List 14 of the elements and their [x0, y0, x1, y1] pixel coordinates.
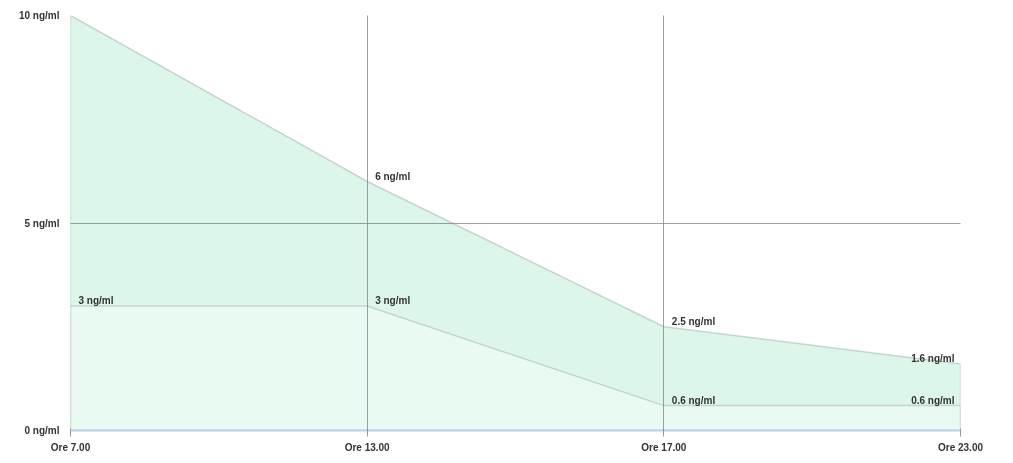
data-label: 0.6 ng/ml	[911, 394, 955, 406]
data-label: 3 ng/ml	[78, 295, 114, 306]
data-label: 1.6 ng/ml	[911, 353, 955, 365]
x-tick-label: Ore 13.00	[344, 441, 391, 453]
y-tick-label: 10 ng/ml	[18, 10, 60, 21]
data-label: 0.6 ng/ml	[671, 394, 716, 406]
x-tick-label: Ore 23.00	[937, 441, 984, 453]
x-tick-label: Ore 17.00	[641, 441, 687, 453]
data-label: 3 ng/ml	[375, 295, 411, 306]
data-label: 6 ng/ml	[375, 170, 411, 182]
y-tick-label: 0 ng/ml	[24, 425, 60, 436]
y-tick-label: 5 ng/ml	[24, 217, 60, 229]
x-tick-label: Ore 7.00	[50, 441, 91, 453]
data-label: 2.5 ng/ml	[671, 315, 716, 327]
